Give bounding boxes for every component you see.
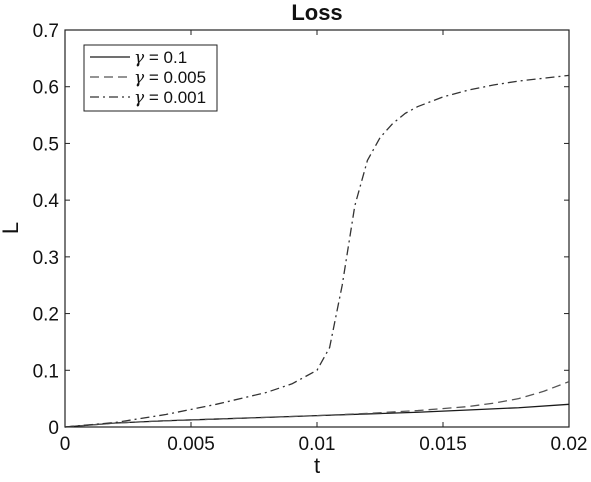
y-tick-label: 0	[48, 418, 59, 439]
x-tick-label: 0.02	[551, 434, 588, 455]
legend-gamma-symbol: γ	[134, 88, 145, 108]
x-axis-label: t	[314, 453, 320, 477]
x-tick-label: 0.01	[299, 434, 336, 455]
x-tick-label: 0	[60, 434, 71, 455]
legend-label-3: γ = 0.001	[134, 88, 206, 108]
y-tick-label: 0.6	[33, 78, 59, 99]
x-tick-label: 0.015	[419, 434, 467, 455]
x-tick-label: 0.005	[167, 434, 215, 455]
y-tick-label: 0.1	[33, 361, 59, 382]
legend-label-1: γ = 0.1	[134, 48, 187, 68]
legend-gamma-symbol: γ	[134, 48, 145, 68]
series-lines	[64, 74, 570, 428]
y-axis-ticks: 0 0.1 0.2 0.3 0.4 0.5 0.6 0.7	[33, 21, 569, 439]
legend-label-2: γ = 0.005	[134, 68, 206, 88]
legend-gamma-symbol: γ	[134, 68, 145, 88]
legend-value-text: = 0.001	[144, 88, 206, 107]
series-line-2	[64, 381, 570, 428]
y-tick-label: 0.3	[33, 248, 59, 269]
y-axis-label: L	[0, 222, 23, 234]
legend-box	[83, 44, 218, 112]
y-tick-label: 0.5	[33, 134, 59, 155]
x-axis-ticks: 0 0.005 0.01 0.015 0.02	[60, 30, 588, 455]
series-line-3	[64, 74, 570, 428]
legend-value-text: = 0.005	[144, 68, 206, 87]
y-tick-label: 0.4	[33, 191, 60, 212]
chart-title: Loss	[291, 0, 342, 25]
y-tick-label: 0.2	[33, 305, 59, 326]
legend-value-text: = 0.1	[144, 48, 187, 67]
y-tick-label: 0.7	[33, 21, 59, 42]
